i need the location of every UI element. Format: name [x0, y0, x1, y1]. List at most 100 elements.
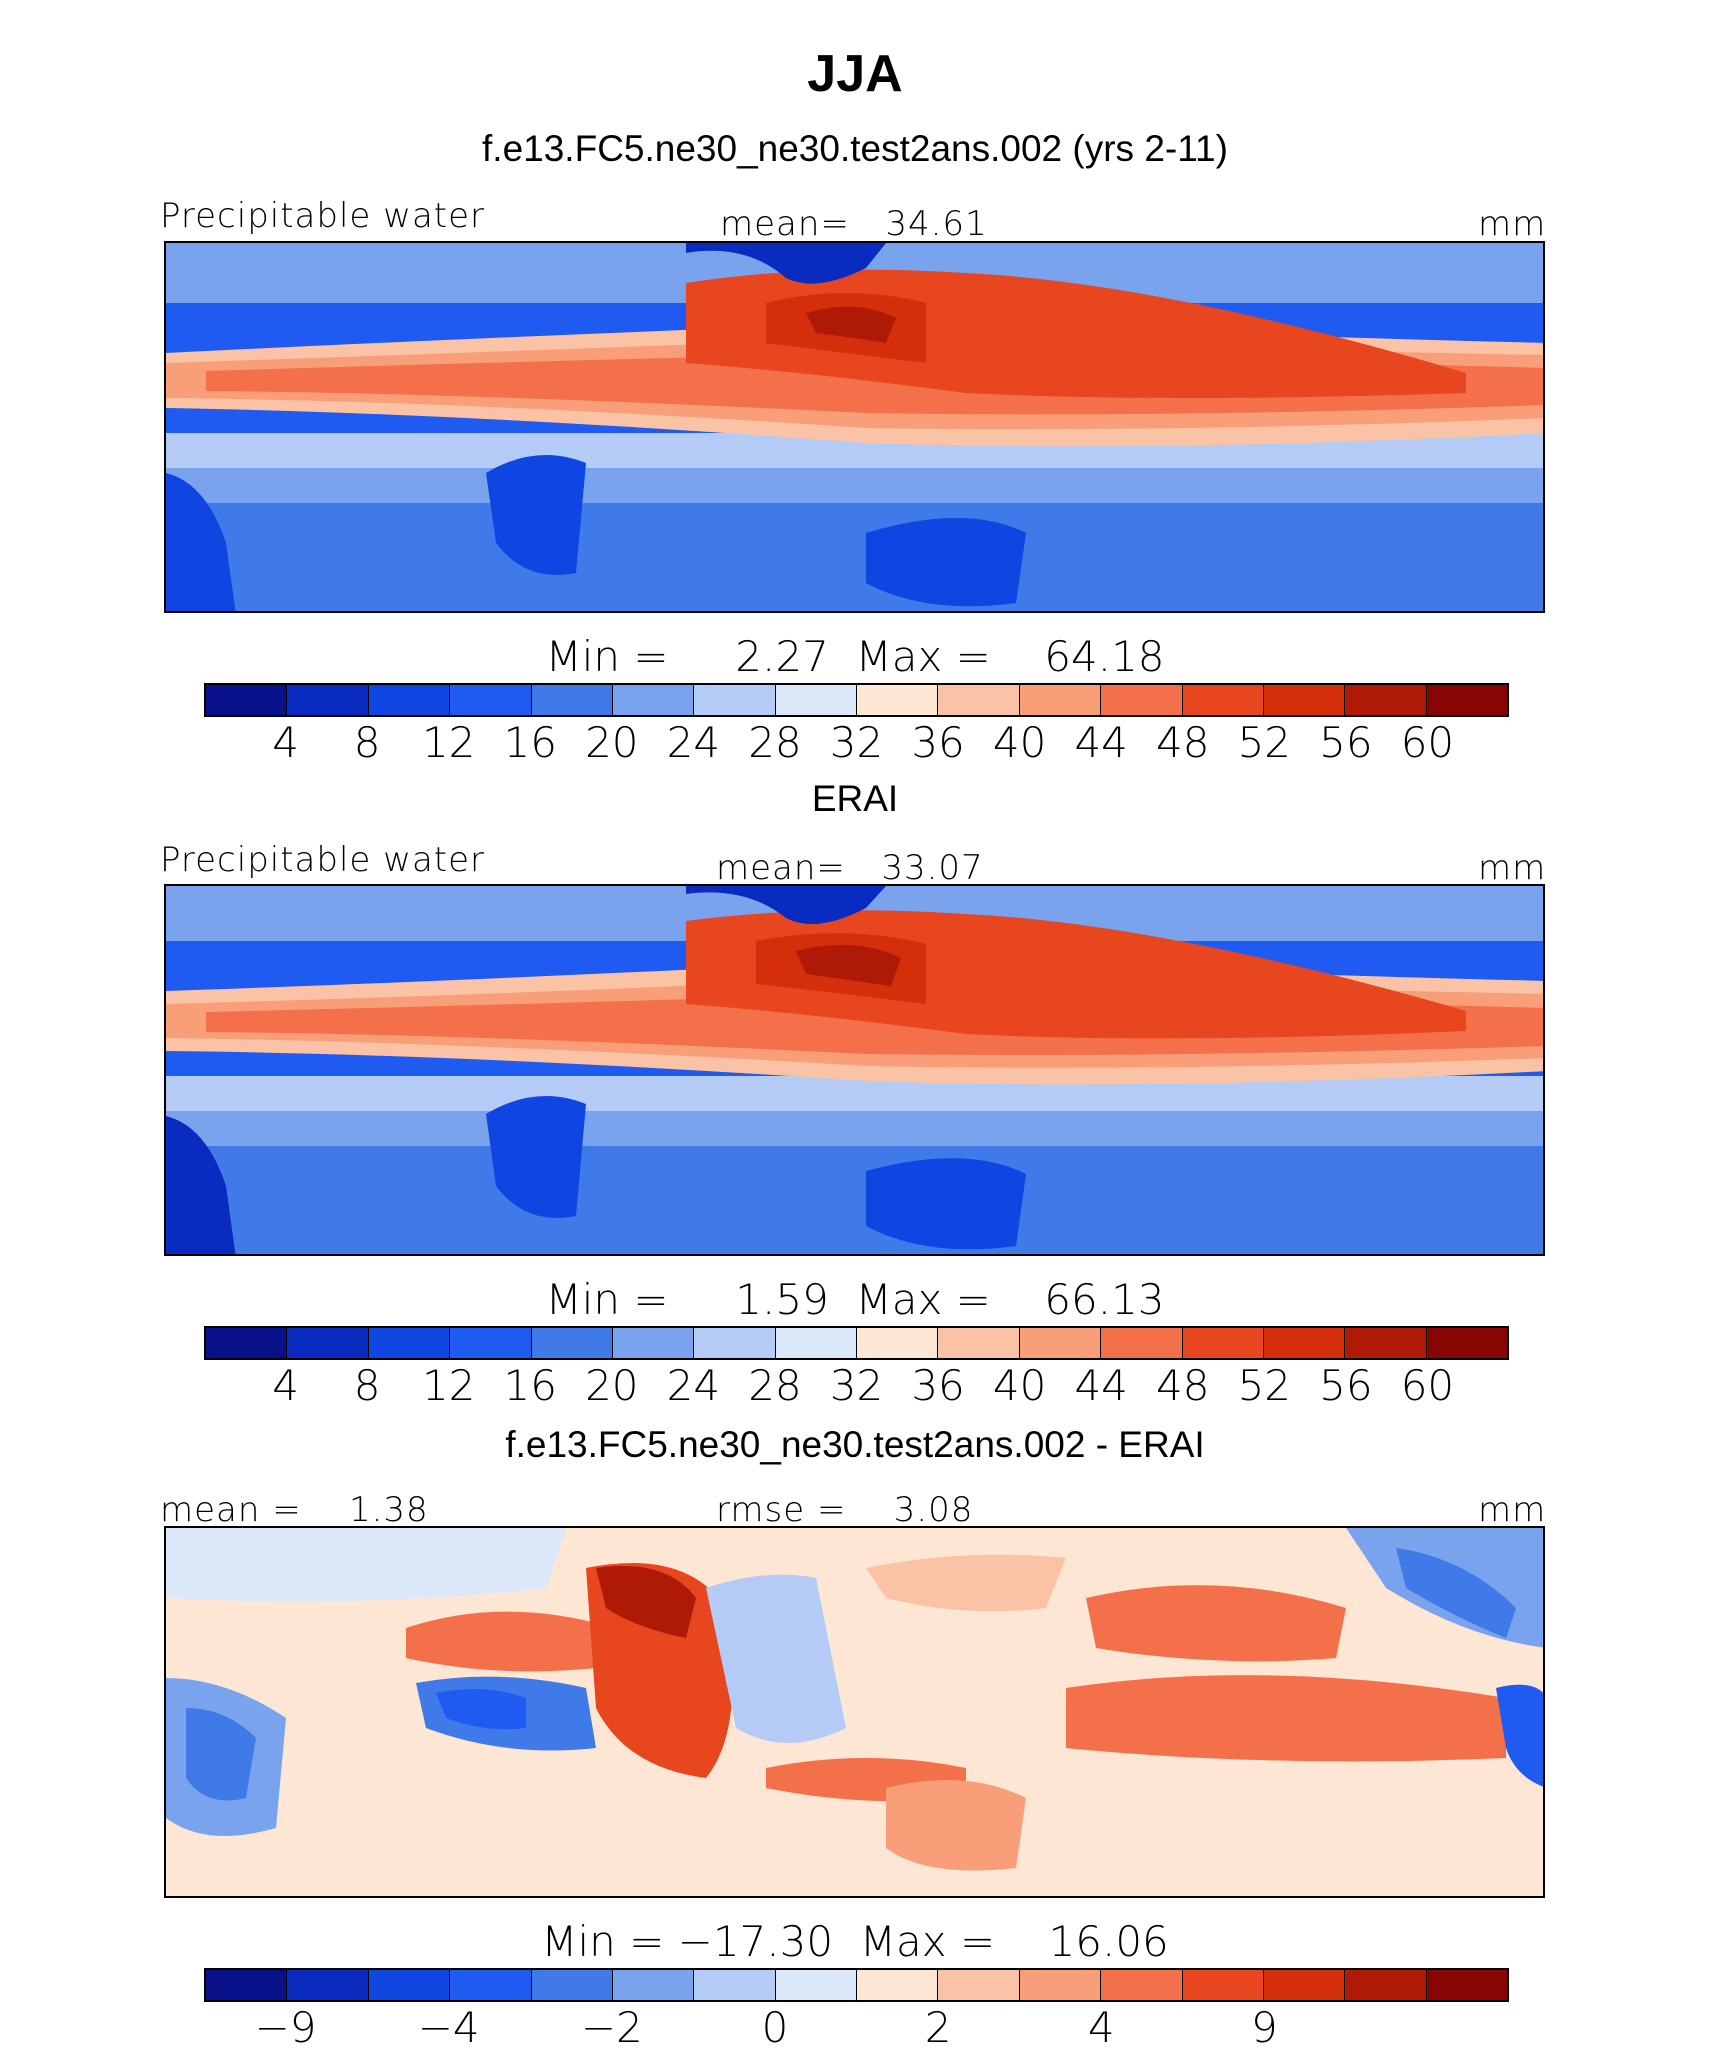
colorbar-tick-label: 4 [1087, 2003, 1115, 2052]
colorbar-tick-label: 8 [353, 1361, 381, 1410]
colorbar-swatch [206, 1970, 288, 2000]
panel-3-minmax: Min = −17.30 Max = 16.06 [541, 1917, 1169, 1966]
panel-2-title: ERAI [811, 778, 899, 819]
panel-3-units: mm [1478, 1490, 1547, 1530]
colorbar-swatch [694, 1328, 776, 1358]
colorbar-swatch [1182, 1328, 1264, 1358]
colorbar-swatch [287, 1970, 369, 2000]
panel-1-map-svg [166, 243, 1543, 611]
colorbar-swatch [612, 1328, 695, 1358]
colorbar-swatch [206, 1328, 288, 1358]
colorbar-tick-label: 24 [666, 718, 721, 767]
colorbar-tick-label: 60 [1400, 718, 1455, 767]
colorbar-swatch [1263, 1328, 1346, 1358]
colorbar-swatch [938, 1328, 1020, 1358]
panel-1-colorbar [204, 683, 1509, 717]
colorbar-swatch [531, 685, 613, 715]
colorbar-tick-label: 16 [503, 1361, 557, 1410]
season-title: JJA [807, 45, 903, 103]
colorbar-tick-label: 8 [353, 718, 381, 767]
colorbar-tick-label: 28 [748, 718, 802, 767]
colorbar-swatch [450, 1328, 532, 1358]
colorbar-swatch [1426, 685, 1507, 715]
panel-2-variable-label: Precipitable water [160, 840, 486, 880]
colorbar-tick-label: 12 [421, 718, 476, 767]
colorbar-tick-label: 9 [1250, 2003, 1278, 2052]
panel-3-mean-label: mean = 1.38 [160, 1490, 429, 1530]
colorbar-swatch [368, 1970, 451, 2000]
colorbar-tick-label: 20 [585, 718, 639, 767]
colorbar-swatch [450, 1970, 532, 2000]
colorbar-swatch [1101, 1328, 1183, 1358]
panel-2-map [164, 884, 1545, 1256]
colorbar-swatch [1019, 685, 1102, 715]
colorbar-tick-label: 12 [421, 1361, 476, 1410]
colorbar-swatch [694, 685, 776, 715]
colorbar-tick-label: 16 [503, 718, 557, 767]
colorbar-swatch [938, 1970, 1020, 2000]
colorbar-tick-label: 48 [1156, 718, 1210, 767]
colorbar-swatch [531, 1328, 613, 1358]
colorbar-swatch [206, 685, 288, 715]
colorbar-swatch [368, 1328, 451, 1358]
panel-3-colorbar [204, 1968, 1509, 2002]
panel-1-units: mm [1478, 204, 1547, 244]
colorbar-tick-label: 40 [992, 1361, 1047, 1410]
colorbar-tick-label: 52 [1237, 718, 1292, 767]
panel-2-colorbar-ticks: 4 8 12 16 20 24 28 32 36 40 44 48 52 56 60 [204, 1361, 1509, 1410]
panel-2-minmax: Min = 1.59 Max = 66.13 [545, 1275, 1165, 1324]
colorbar-swatch [694, 1970, 776, 2000]
colorbar-swatch [857, 685, 939, 715]
colorbar-swatch [1345, 1970, 1427, 2000]
colorbar-tick-label: 4 [272, 718, 299, 767]
colorbar-tick-label: 2 [924, 2003, 952, 2052]
panel-2-mean-label: mean= 33.07 [716, 848, 984, 888]
colorbar-swatch [1263, 685, 1346, 715]
colorbar-swatch [1426, 1970, 1507, 2000]
colorbar-tick-label: 4 [272, 1361, 299, 1410]
colorbar-tick-label: 0 [761, 2003, 789, 2052]
panel-1-variable-label: Precipitable water [160, 196, 486, 236]
colorbar-swatch [1101, 685, 1183, 715]
panel-1-title: f.e13.FC5.ne30_ne30.test2ans.002 (yrs 2-… [482, 128, 1228, 169]
colorbar-tick-label: 52 [1237, 1361, 1292, 1410]
panel-3-map [164, 1526, 1545, 1898]
panel-1-minmax: Min = 2.27 Max = 64.18 [545, 632, 1165, 681]
colorbar-swatch [287, 685, 369, 715]
panel-3-title: f.e13.FC5.ne30_ne30.test2ans.002 - ERAI [505, 1424, 1205, 1465]
colorbar-tick-label: 44 [1074, 718, 1128, 767]
colorbar-swatch [1101, 1970, 1183, 2000]
colorbar-swatch [612, 685, 695, 715]
colorbar-tick-label: 56 [1319, 718, 1373, 767]
colorbar-swatch [287, 1328, 369, 1358]
panel-3-map-svg [166, 1528, 1543, 1896]
panel-1-mean-label: mean= 34.61 [720, 204, 988, 244]
colorbar-tick-label: 32 [829, 718, 884, 767]
colorbar-swatch [1426, 1328, 1507, 1358]
colorbar-tick-label: 56 [1319, 1361, 1373, 1410]
panel-2-map-svg [166, 886, 1543, 1254]
panel-1-colorbar-ticks: 4 8 12 16 20 24 28 32 36 40 44 48 52 56 60 [204, 718, 1509, 767]
colorbar-swatch [612, 1970, 695, 2000]
colorbar-tick-label: −4 [417, 2003, 480, 2052]
colorbar-swatch [1263, 1970, 1346, 2000]
colorbar-swatch [1345, 1328, 1427, 1358]
panel-2-colorbar [204, 1326, 1509, 1360]
colorbar-swatch [775, 1970, 857, 2000]
colorbar-tick-label: 20 [585, 1361, 639, 1410]
colorbar-swatch [857, 1970, 939, 2000]
colorbar-swatch [938, 685, 1020, 715]
colorbar-tick-label: 36 [911, 718, 965, 767]
colorbar-swatch [368, 685, 451, 715]
colorbar-tick-label: 24 [666, 1361, 721, 1410]
colorbar-tick-label: 36 [911, 1361, 965, 1410]
colorbar-swatch [1345, 685, 1427, 715]
panel-3-colorbar-ticks: −9 −4 −2 0 2 4 9 [204, 2003, 1509, 2052]
colorbar-tick-label: 40 [992, 718, 1047, 767]
colorbar-swatch [1019, 1328, 1102, 1358]
colorbar-swatch [531, 1970, 613, 2000]
panel-1-map [164, 241, 1545, 613]
colorbar-tick-label: −2 [580, 2003, 643, 2052]
colorbar-tick-label: 44 [1074, 1361, 1128, 1410]
colorbar-tick-label: −9 [254, 2003, 317, 2052]
